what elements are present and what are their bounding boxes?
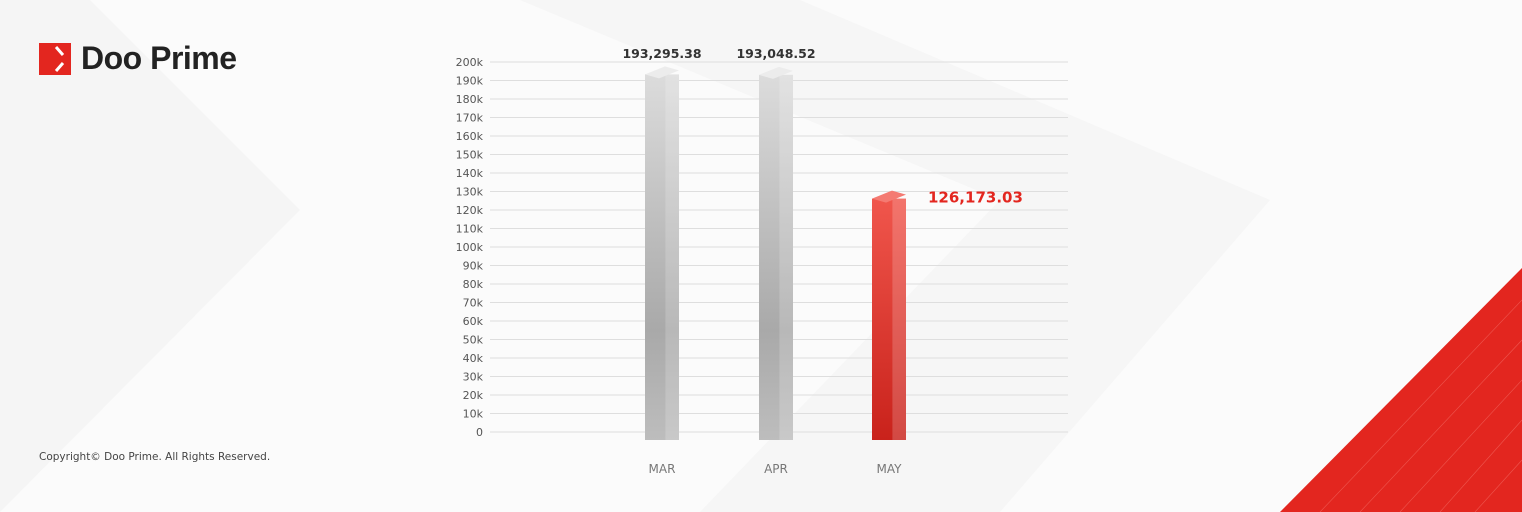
data-label: 193,295.38 xyxy=(622,46,701,61)
x-tick-label: APR xyxy=(764,462,788,476)
bar-may xyxy=(872,198,906,440)
y-tick-label: 140k xyxy=(456,167,484,180)
y-tick-label: 110k xyxy=(456,223,484,236)
y-tick-label: 70k xyxy=(463,297,484,310)
x-tick-label: MAR xyxy=(649,462,676,476)
y-tick-label: 120k xyxy=(456,204,484,217)
y-tick-label: 170k xyxy=(456,112,484,125)
y-tick-label: 150k xyxy=(456,149,484,162)
y-tick-label: 30k xyxy=(463,371,484,384)
bar-top-face xyxy=(645,66,679,79)
x-tick-label: MAY xyxy=(877,462,903,476)
brand-name: Doo Prime xyxy=(81,40,237,76)
bar-side-face xyxy=(779,74,793,441)
red-corner-decoration xyxy=(1280,268,1522,512)
y-tick-label: 130k xyxy=(456,186,484,199)
y-tick-label: 100k xyxy=(456,241,484,254)
y-tick-label: 160k xyxy=(456,130,484,143)
data-label: 126,173.03 xyxy=(928,189,1023,207)
y-tick-label: 190k xyxy=(456,75,484,88)
y-tick-label: 10k xyxy=(463,408,484,421)
y-tick-label: 80k xyxy=(463,278,484,291)
y-tick-label: 200k xyxy=(456,56,484,69)
bar-top-face xyxy=(872,190,906,203)
bar-top-face xyxy=(759,66,793,79)
bar-side-face xyxy=(892,198,906,440)
y-tick-label: 90k xyxy=(463,260,484,273)
bar-apr xyxy=(759,74,793,441)
copyright-text: Copyright© Doo Prime. All Rights Reserve… xyxy=(39,451,271,463)
y-tick-label: 60k xyxy=(463,315,484,328)
logo-mark-icon xyxy=(39,42,71,75)
bar-side-face xyxy=(665,74,679,440)
y-tick-label: 180k xyxy=(456,93,484,106)
data-label: 193,048.52 xyxy=(736,46,815,61)
y-tick-label: 0 xyxy=(476,426,483,439)
y-tick-label: 40k xyxy=(463,352,484,365)
bar-mar xyxy=(645,74,679,440)
y-tick-label: 50k xyxy=(463,334,484,347)
doo-prime-logo: Doo Prime xyxy=(39,40,237,77)
y-tick-label: 20k xyxy=(463,389,484,402)
